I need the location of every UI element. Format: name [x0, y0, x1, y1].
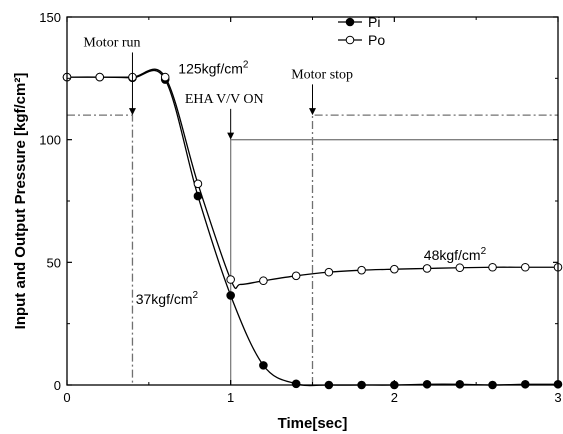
- eha-valve-on-label: EHA V/V ON: [185, 92, 264, 107]
- motor-run-label: Motor run: [83, 35, 140, 50]
- pressure-48-label: 48kgf/cm2: [424, 246, 487, 263]
- series-po-point: [291, 271, 301, 281]
- series-po-point: [226, 275, 235, 284]
- legend-po-label: Po: [368, 32, 385, 48]
- series-pi-point: [291, 379, 301, 389]
- series-pi-point: [226, 291, 235, 300]
- control-signal-line-3: [311, 114, 558, 385]
- series-po-line: [67, 68, 558, 290]
- pressure-37-label-text: 37kgf/cm: [136, 291, 193, 307]
- legend: Pi Po: [338, 14, 385, 48]
- legend-po-marker: [345, 35, 355, 45]
- pressure-125-label-text: 125kgf/cm: [178, 60, 243, 76]
- legend-pi-label: Pi: [368, 14, 380, 30]
- series-pi-point: [455, 379, 465, 389]
- series-po-point: [193, 179, 203, 189]
- series-po-point: [259, 276, 268, 286]
- y-tick-label: 50: [47, 255, 61, 270]
- x-tick-label: 2: [391, 390, 398, 405]
- series-po-point: [422, 264, 432, 273]
- motor-stop-label-arrowhead: [309, 108, 316, 116]
- series-pi-point: [259, 361, 268, 370]
- y-tick-label: 100: [39, 133, 61, 148]
- x-tick-label: 0: [63, 390, 70, 405]
- series-po-point: [324, 267, 334, 277]
- pressure-48-label-text: 48kgf/cm: [424, 247, 481, 263]
- control-signal-line-2: [67, 114, 134, 385]
- series-po-point: [520, 262, 530, 272]
- y-tick-label: 0: [54, 378, 61, 393]
- series-po-point: [95, 72, 105, 82]
- eha-valve-on-label-arrowhead: [227, 132, 235, 140]
- series-pi-point: [422, 379, 432, 389]
- motor-stop-label-text: Motor stop: [291, 67, 353, 82]
- pressure-37-label: 37kgf/cm2: [136, 290, 199, 307]
- control-signal-line-4: [230, 139, 558, 385]
- axis-ticks: 0 1 2 3 0 50 100 150: [39, 10, 561, 405]
- x-tick-label: 3: [554, 390, 561, 405]
- series-po-point: [488, 262, 497, 272]
- motor-run-label-text: Motor run: [83, 35, 140, 50]
- series-po-point: [455, 263, 465, 273]
- legend-pi-marker: [345, 17, 355, 27]
- x-tick-label: 1: [227, 390, 234, 405]
- x-axis-title: Time[sec]: [278, 415, 348, 432]
- pressure-48-label-superscript: 2: [481, 246, 487, 257]
- y-axis-title: Input and Output Pressure [kgf/cm²]: [12, 73, 29, 330]
- pressure-125-label-superscript: 2: [243, 59, 249, 70]
- motor-stop-label: Motor stop: [291, 67, 353, 82]
- plot-content: [62, 68, 563, 390]
- series-po-point: [160, 72, 170, 82]
- motor-run-label-arrowhead: [128, 108, 136, 116]
- series-po-point: [357, 265, 366, 275]
- series-po-point: [390, 264, 399, 274]
- y-tick-label: 150: [39, 10, 61, 25]
- series-pi-point: [193, 191, 203, 201]
- series-pi-point: [520, 379, 530, 389]
- pressure-125-label: 125kgf/cm2: [178, 59, 249, 76]
- eha-valve-on-label-text: EHA V/V ON: [185, 92, 264, 107]
- pressure-37-label-superscript: 2: [193, 290, 199, 301]
